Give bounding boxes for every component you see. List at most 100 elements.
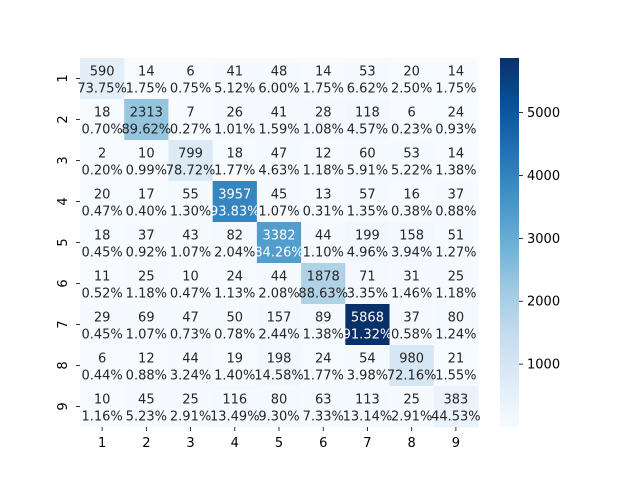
heatmap-cell xyxy=(124,222,169,264)
cell-count-label: 12 xyxy=(315,147,332,162)
cell-count-label: 2 xyxy=(98,147,106,162)
x-tick-label: 3 xyxy=(186,436,194,451)
heatmap-cell xyxy=(301,304,346,346)
cell-count-label: 16 xyxy=(403,188,420,203)
cell-percent-label: 0.47% xyxy=(170,287,211,302)
heatmap-cell xyxy=(80,386,125,428)
cell-percent-label: 1.07% xyxy=(126,328,167,343)
heatmap-cell xyxy=(301,386,346,428)
cell-percent-label: 0.75% xyxy=(170,82,211,97)
cell-percent-label: 9.30% xyxy=(258,410,299,425)
heatmap-cell xyxy=(301,345,346,387)
heatmap-cell xyxy=(433,386,479,428)
cell-percent-label: 2.91% xyxy=(391,410,432,425)
heatmap-cell xyxy=(345,222,391,264)
cell-percent-label: 4.63% xyxy=(258,164,299,179)
heatmap-cell xyxy=(345,263,391,305)
x-tick-label: 6 xyxy=(319,436,327,451)
x-axis: 1 2 3 4 5 6 7 8 9 xyxy=(98,427,460,451)
cell-percent-label: 0.40% xyxy=(126,205,167,220)
cell-percent-label: 6.62% xyxy=(347,82,388,97)
cell-count-label: 980 xyxy=(399,352,424,367)
cell-count-label: 6 xyxy=(98,352,106,367)
cell-percent-label: 4.96% xyxy=(347,246,388,261)
x-tick-label: 7 xyxy=(363,436,371,451)
cell-percent-label: 0.27% xyxy=(170,123,211,138)
heatmap-cell xyxy=(345,181,391,223)
cell-count-label: 14 xyxy=(315,65,332,80)
cell-count-label: 53 xyxy=(403,147,420,162)
y-tick-label: 2 xyxy=(56,115,71,123)
cell-count-label: 44 xyxy=(315,229,332,244)
cell-percent-label: 5.91% xyxy=(347,164,388,179)
heatmap-cell xyxy=(256,345,302,387)
colorbar-tick-label: 2000 xyxy=(527,295,560,310)
heatmap-cell xyxy=(80,181,125,223)
cell-count-label: 54 xyxy=(359,352,376,367)
cell-percent-label: 6.00% xyxy=(258,82,299,97)
heatmap-cell xyxy=(212,263,258,305)
cell-count-label: 80 xyxy=(448,311,465,326)
cell-percent-label: 88.63% xyxy=(298,287,348,302)
cell-percent-label: 0.92% xyxy=(126,246,167,261)
cell-percent-label: 0.52% xyxy=(81,287,122,302)
cell-count-label: 3382 xyxy=(262,229,295,244)
heatmap-cell xyxy=(124,58,169,100)
heatmap-cell xyxy=(256,222,302,264)
cell-percent-label: 1.40% xyxy=(214,369,255,384)
cell-count-label: 116 xyxy=(222,393,247,408)
heatmap-cell xyxy=(301,263,346,305)
cell-percent-label: 4.57% xyxy=(347,123,388,138)
y-tick-label: 8 xyxy=(56,361,71,369)
cell-percent-label: 1.24% xyxy=(435,328,476,343)
cell-percent-label: 0.99% xyxy=(126,164,167,179)
cell-count-label: 53 xyxy=(359,65,376,80)
x-tick-label: 4 xyxy=(231,436,239,451)
colorbar-tick-label: 4000 xyxy=(527,169,560,184)
heatmap-cell xyxy=(433,99,479,141)
cell-percent-label: 1.18% xyxy=(303,164,344,179)
heatmap-cell xyxy=(124,181,169,223)
cell-percent-label: 93.83% xyxy=(210,205,260,220)
heatmap-cell xyxy=(433,181,479,223)
cell-count-label: 51 xyxy=(448,229,465,244)
cell-count-label: 6 xyxy=(408,106,416,121)
cell-count-label: 20 xyxy=(94,188,111,203)
cell-percent-label: 14.58% xyxy=(254,369,304,384)
cell-percent-label: 1.16% xyxy=(81,410,122,425)
heatmap-cell xyxy=(168,386,214,428)
heatmap-cell xyxy=(80,304,125,346)
cell-count-label: 24 xyxy=(448,106,465,121)
heatmap-cell xyxy=(212,304,258,346)
y-tick-label: 7 xyxy=(56,320,71,328)
heatmap-cell xyxy=(256,58,302,100)
heatmap-cell xyxy=(389,263,435,305)
cell-count-label: 25 xyxy=(448,270,465,285)
heatmap-cell xyxy=(80,58,125,100)
heatmap-cell xyxy=(212,181,258,223)
cell-count-label: 14 xyxy=(138,65,155,80)
cell-count-label: 57 xyxy=(359,188,376,203)
cell-percent-label: 1.75% xyxy=(435,82,476,97)
cell-percent-label: 0.23% xyxy=(391,123,432,138)
cell-count-label: 1878 xyxy=(307,270,340,285)
cell-count-label: 63 xyxy=(315,393,332,408)
cell-count-label: 6 xyxy=(186,65,194,80)
heatmap-cell xyxy=(433,263,479,305)
cell-count-label: 13 xyxy=(315,188,332,203)
heatmap-cell xyxy=(80,99,125,141)
cell-percent-label: 0.20% xyxy=(81,164,122,179)
heatmap-cell xyxy=(256,304,302,346)
cell-percent-label: 1.10% xyxy=(303,246,344,261)
heatmap-cell xyxy=(433,304,479,346)
cell-count-label: 18 xyxy=(94,106,111,121)
cell-count-label: 47 xyxy=(271,147,288,162)
colorbar-tick-label: 1000 xyxy=(527,358,560,373)
cell-count-label: 43 xyxy=(182,229,199,244)
heatmap-cell xyxy=(168,58,214,100)
cell-count-label: 18 xyxy=(94,229,111,244)
y-tick-label: 3 xyxy=(56,156,71,164)
heatmap-cell xyxy=(80,263,125,305)
cell-count-label: 14 xyxy=(448,65,465,80)
